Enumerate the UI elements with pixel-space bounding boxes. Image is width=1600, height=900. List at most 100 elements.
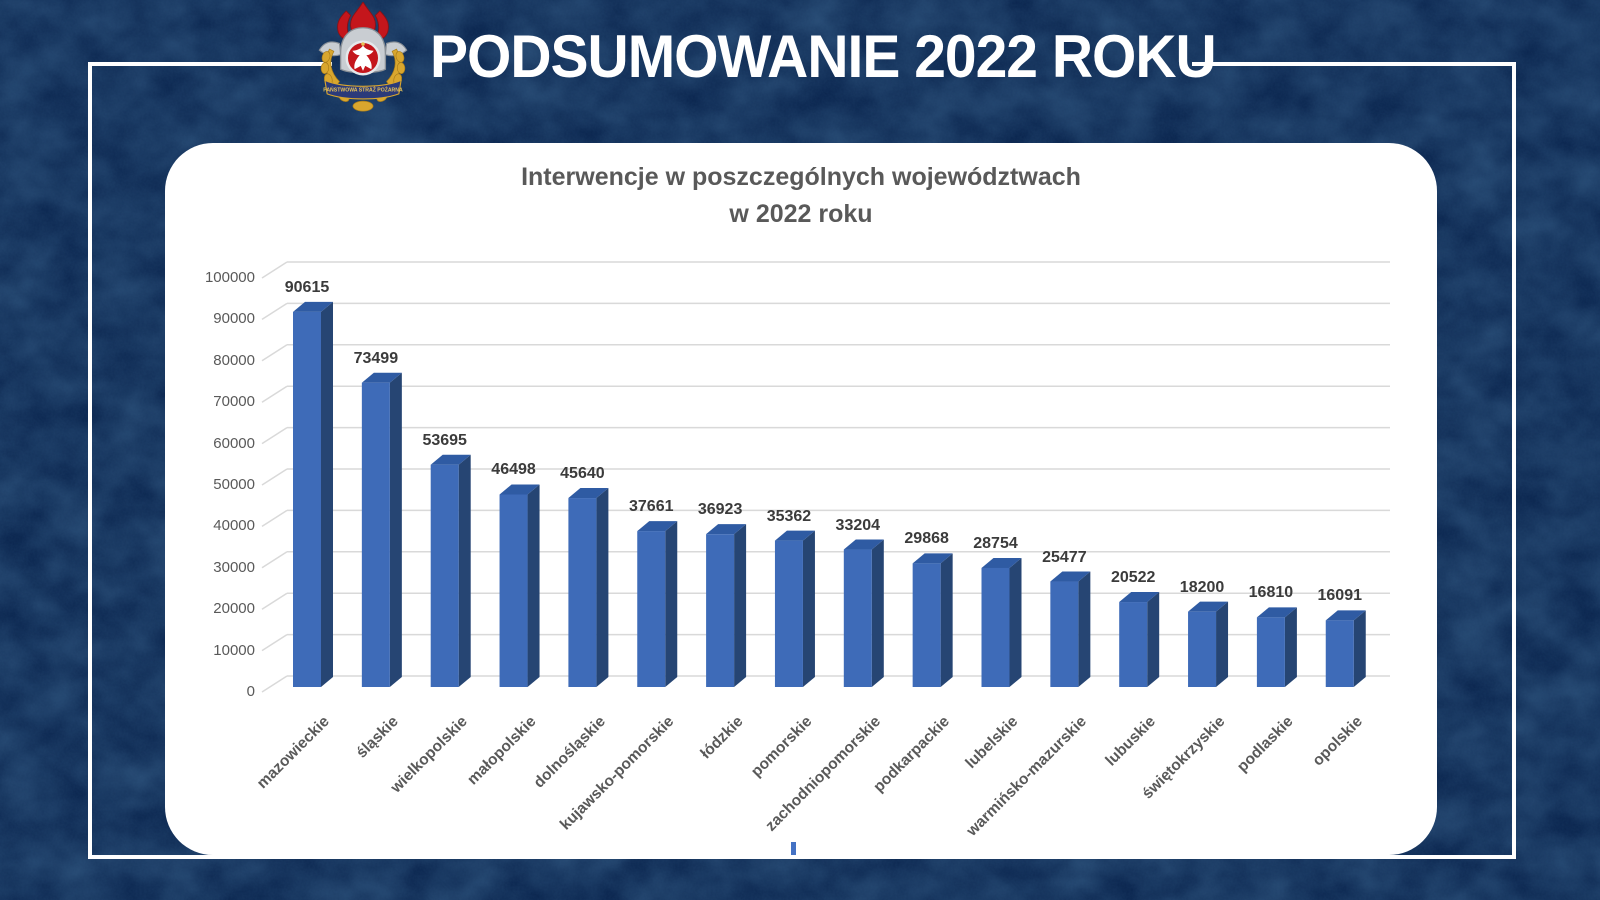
bar-value-label: 35362 bbox=[766, 507, 812, 525]
frame-border-bottom bbox=[88, 855, 1516, 859]
bar-top-face bbox=[430, 454, 471, 465]
fire-service-logo-icon: PAŃSTWOWA STRAŻ POŻARNA bbox=[318, 2, 408, 112]
chart-title: Interwencje w poszczególnych województwa… bbox=[165, 159, 1437, 233]
y-tick-connector bbox=[261, 344, 288, 362]
y-tick-connector bbox=[261, 551, 288, 569]
bar-top-face bbox=[912, 553, 953, 564]
bar-value-label: 28754 bbox=[973, 534, 1018, 552]
bar-value-label: 16810 bbox=[1248, 584, 1294, 602]
bar-side-face bbox=[1353, 610, 1366, 687]
bar bbox=[774, 540, 803, 687]
bar-top-face bbox=[568, 488, 609, 499]
bar-value-label: 18200 bbox=[1179, 578, 1225, 596]
bar bbox=[706, 534, 735, 687]
bar-top-face bbox=[774, 530, 815, 541]
bar-value-label: 73499 bbox=[353, 349, 399, 367]
bar-side-face bbox=[389, 372, 402, 687]
bar-value-label: 29868 bbox=[904, 530, 949, 548]
bar-side-face bbox=[1216, 601, 1229, 687]
bar-side-face bbox=[1078, 571, 1091, 687]
bar-top-face bbox=[1325, 610, 1366, 621]
y-tick-connector bbox=[261, 592, 288, 610]
y-tick-connector bbox=[261, 426, 288, 445]
bar-top-face bbox=[637, 521, 678, 532]
bar bbox=[1050, 581, 1079, 687]
y-tick-connector bbox=[261, 633, 288, 652]
bar-side-face bbox=[1009, 557, 1022, 687]
y-axis-label: 60000 bbox=[213, 434, 255, 452]
bar bbox=[912, 563, 941, 687]
bar bbox=[637, 531, 666, 687]
bar-value-label: 33204 bbox=[835, 516, 881, 534]
eagle-emblem-icon bbox=[345, 40, 381, 76]
y-axis-label: 100000 bbox=[204, 269, 255, 286]
y-axis-label: 90000 bbox=[213, 310, 255, 328]
bar bbox=[843, 549, 872, 687]
bar-value-label: 20522 bbox=[1110, 569, 1156, 587]
bar-value-label: 45640 bbox=[560, 465, 605, 483]
bar-top-face bbox=[706, 524, 747, 535]
bar bbox=[1119, 602, 1148, 687]
y-axis-label: 80000 bbox=[213, 351, 255, 369]
bar-side-face bbox=[734, 524, 747, 687]
bar-side-face bbox=[596, 488, 609, 687]
y-axis-label: 10000 bbox=[213, 641, 255, 659]
bar-value-label: 25477 bbox=[1042, 548, 1087, 566]
bar-side-face bbox=[871, 539, 884, 687]
bar-value-label: 16091 bbox=[1317, 587, 1363, 605]
bar-top-face bbox=[1050, 571, 1091, 582]
bar bbox=[430, 464, 459, 687]
bar-value-label: 53695 bbox=[422, 431, 467, 449]
y-axis-label: 0 bbox=[246, 683, 255, 700]
bar-value-label: 36923 bbox=[697, 501, 743, 519]
bar bbox=[293, 311, 321, 687]
logo-ribbon-text: PAŃSTWOWA STRAŻ POŻARNA bbox=[323, 86, 403, 94]
frame-border-left bbox=[88, 62, 92, 859]
legend-fragment bbox=[791, 842, 796, 855]
bar bbox=[1325, 620, 1354, 687]
bar bbox=[361, 382, 390, 687]
bar-side-face bbox=[1284, 607, 1297, 687]
y-axis-label: 30000 bbox=[213, 558, 255, 576]
bar bbox=[1256, 617, 1285, 687]
bar-top-face bbox=[1256, 607, 1297, 618]
bar-top-face bbox=[499, 484, 540, 495]
y-axis-label: 20000 bbox=[213, 600, 255, 618]
bar-top-face bbox=[1119, 592, 1160, 603]
bar-top-face bbox=[1188, 601, 1229, 612]
y-tick-connector bbox=[261, 385, 288, 403]
y-tick-connector bbox=[261, 302, 288, 321]
y-tick-connector bbox=[261, 261, 288, 279]
bar-value-label: 37661 bbox=[629, 498, 674, 516]
y-tick-connector bbox=[261, 468, 288, 486]
y-axis-label: 50000 bbox=[213, 476, 255, 493]
bar-top-face bbox=[361, 372, 402, 383]
bar-side-face bbox=[665, 521, 678, 687]
chart-title-line-1: Interwencje w poszczególnych województwa… bbox=[521, 163, 1081, 191]
ribbon-banner: PAŃSTWOWA STRAŻ POŻARNA bbox=[323, 79, 403, 100]
bar-side-face bbox=[458, 454, 471, 687]
page-title: PODSUMOWANIE 2022 ROKU bbox=[430, 23, 1217, 91]
chart-card: Interwencje w poszczególnych województwa… bbox=[165, 143, 1437, 855]
y-axis-label: 70000 bbox=[213, 393, 255, 411]
chart-title-line-2: w 2022 roku bbox=[729, 200, 873, 228]
frame-border-right bbox=[1512, 62, 1516, 859]
frame-border-top-left bbox=[88, 62, 332, 66]
bar-side-face bbox=[940, 553, 953, 687]
bar bbox=[568, 498, 597, 687]
bar-side-face bbox=[1147, 592, 1160, 687]
bar-value-label: 46498 bbox=[491, 461, 536, 479]
bar bbox=[499, 494, 528, 687]
bar bbox=[981, 567, 1010, 687]
bar-side-face bbox=[321, 301, 333, 687]
y-tick-connector bbox=[261, 675, 288, 693]
bar-chart-plot bbox=[261, 261, 1390, 693]
bar-side-face bbox=[802, 530, 815, 687]
bar-top-face bbox=[293, 301, 333, 312]
y-axis-label: 40000 bbox=[213, 517, 255, 535]
bar-top-face bbox=[843, 539, 884, 550]
bar-top-face bbox=[981, 557, 1022, 568]
bar bbox=[1188, 611, 1217, 687]
frame-border-top-right bbox=[1192, 62, 1516, 66]
